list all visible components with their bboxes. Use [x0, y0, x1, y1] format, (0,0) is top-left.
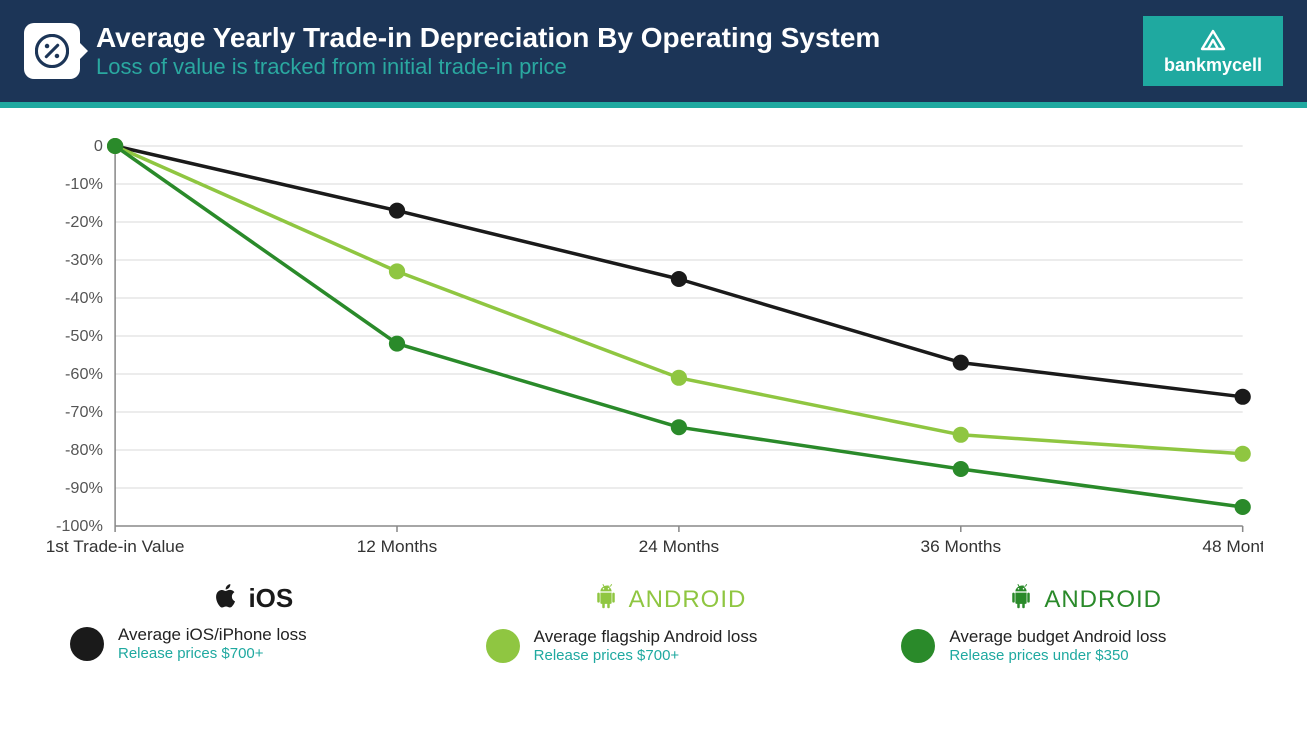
svg-text:-100%: -100%	[56, 517, 103, 535]
brand-badge: bankmycell	[1143, 16, 1283, 86]
legend-label: Average iOS/iPhone loss	[118, 625, 307, 645]
depreciation-line-chart: 0 -10% -20% -30% -40% -50% -60% -70% -80% -90% -10…	[44, 136, 1263, 566]
svg-text:1st Trade-in Value: 1st Trade-in Value	[46, 536, 185, 556]
legend-os-label: iOS	[248, 583, 293, 614]
chart-container: 0 -10% -20% -30% -40% -50% -60% -70% -80% -90% -10…	[0, 108, 1307, 576]
svg-text:-70%: -70%	[65, 403, 103, 421]
android-icon	[1006, 582, 1036, 617]
svg-text:-10%: -10%	[65, 175, 103, 193]
header-text-block: Average Yearly Trade-in Depreciation By …	[96, 22, 1127, 80]
header-bar: Average Yearly Trade-in Depreciation By …	[0, 0, 1307, 102]
legend-sublabel: Release prices $700+	[118, 645, 307, 662]
legend-text: Average iOS/iPhone lossRelease prices $7…	[118, 625, 307, 662]
legend-label: Average flagship Android loss	[534, 627, 758, 647]
legend-sublabel: Release prices $700+	[534, 647, 758, 664]
legend-text: Average budget Android lossRelease price…	[949, 627, 1166, 664]
legend-color-dot	[70, 627, 104, 661]
legend-block: android Average budget Android lossReleas…	[871, 582, 1267, 664]
legend-text: Average flagship Android lossRelease pri…	[534, 627, 758, 664]
brand-label: bankmycell	[1164, 55, 1262, 76]
legend-block: iOS Average iOS/iPhone lossRelease prices…	[40, 582, 436, 664]
svg-text:-20%: -20%	[65, 213, 103, 231]
svg-text:-60%: -60%	[65, 365, 103, 383]
brand-logo-icon	[1198, 27, 1228, 53]
svg-text:-90%: -90%	[65, 479, 103, 497]
svg-text:-40%: -40%	[65, 289, 103, 307]
svg-text:-30%: -30%	[65, 251, 103, 269]
legend-color-dot	[486, 629, 520, 663]
apple-icon	[212, 582, 240, 615]
svg-text:-50%: -50%	[65, 327, 103, 345]
legend-label: Average budget Android loss	[949, 627, 1166, 647]
svg-text:36 Months: 36 Months	[920, 536, 1001, 556]
svg-text:24 Months: 24 Months	[639, 536, 720, 556]
legend-color-dot	[901, 629, 935, 663]
percent-icon	[24, 23, 80, 79]
svg-text:12 Months: 12 Months	[357, 536, 438, 556]
legend-row: iOSAverage iOS/iPhone lossRelease prices…	[0, 576, 1307, 688]
legend-os-header: android	[591, 582, 747, 617]
svg-text:48 Months: 48 Months	[1202, 536, 1263, 556]
legend-item: Average iOS/iPhone lossRelease prices $7…	[70, 625, 307, 662]
legend-os-header: android	[1006, 582, 1162, 617]
legend-os-label: android	[1044, 586, 1162, 614]
header-subtitle: Loss of value is tracked from initial tr…	[96, 54, 1127, 80]
legend-sublabel: Release prices under $350	[949, 647, 1166, 664]
svg-text:-80%: -80%	[65, 441, 103, 459]
svg-text:0: 0	[94, 137, 103, 155]
legend-os-label: android	[629, 586, 747, 614]
header-title: Average Yearly Trade-in Depreciation By …	[96, 22, 1127, 54]
legend-item: Average flagship Android lossRelease pri…	[486, 627, 758, 664]
percent-icon-svg	[35, 34, 69, 68]
legend-item: Average budget Android lossRelease price…	[901, 627, 1166, 664]
legend-block: android Average flagship Android lossRele…	[456, 582, 852, 664]
legend-os-header: iOS	[212, 582, 293, 615]
android-icon	[591, 582, 621, 617]
